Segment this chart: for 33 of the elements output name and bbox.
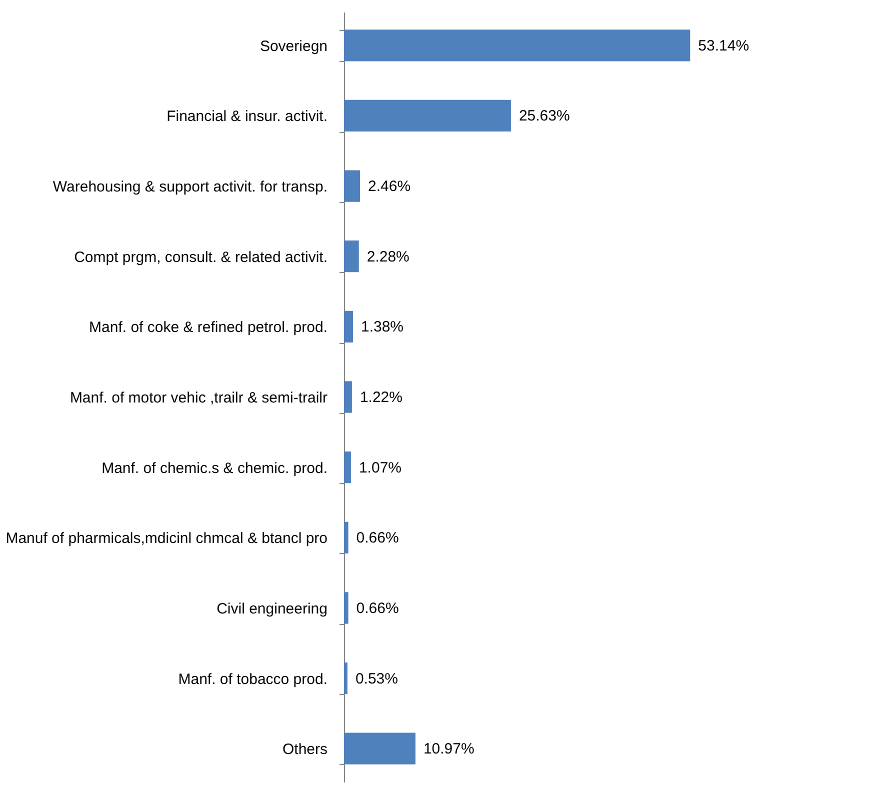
data-label: 0.66% [356,530,399,547]
y-tick-label: Manf. of coke & refined petrol. prod. [89,319,328,336]
bar [344,522,348,554]
data-label: 0.53% [355,670,398,688]
data-label: 0.66% [356,600,399,617]
y-tick-label: Manf. of motor vehic ,trailr & semi-trailr [70,390,328,406]
data-label: 1.38% [360,318,404,336]
data-label: 2.46% [368,178,411,196]
data-label: 2.28% [366,248,410,266]
bar [344,310,353,342]
bar [344,100,511,132]
y-tick-label: Financial & insur. activit. [166,108,328,126]
y-tick-label: Manuf of pharmicals,mdicinl chmcal & btancl pro [6,530,328,548]
y-tick-label: Compt prgm, consult. & related activit. [74,248,328,266]
y-tick-label: Civil engineering [216,600,328,618]
bar [344,732,416,764]
bar [344,381,352,413]
y-tick-label: Warehousing & support activit. for transp. [52,178,328,196]
bar [344,30,690,62]
bar [344,662,348,694]
y-tick-label: Soveriegn [260,38,328,55]
bar [344,170,360,202]
y-tick-label: Manf. of chemic.s & chemic. prod. [102,460,328,477]
bar [344,452,351,484]
data-label: 10.97% [423,740,474,758]
data-label: 25.63% [518,108,570,125]
bar [344,240,359,272]
y-tick-label: Manf. of tobacco prod. [178,670,328,688]
bar [344,592,348,624]
data-label: 1.07% [358,459,402,476]
data-label: 53.14% [698,37,750,54]
y-tick-label: Others [282,741,328,758]
data-label: 1.22% [360,389,402,406]
